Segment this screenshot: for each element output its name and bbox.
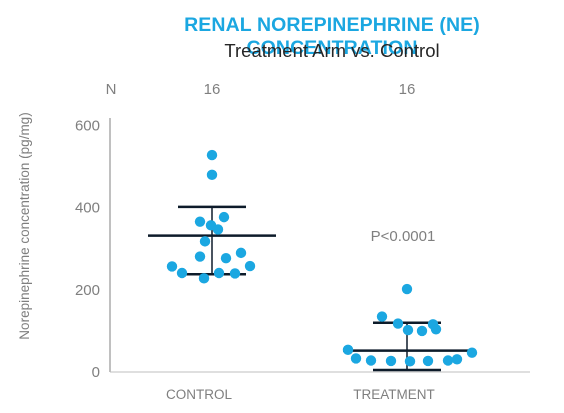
data-point-treatment [451,354,463,365]
data-point-control [199,236,211,247]
data-point-treatment [442,355,454,366]
p-value-annotation: P<0.0001 [371,228,436,245]
data-point-control [206,169,218,181]
n-label: N [106,81,117,98]
x-tick-label-control: CONTROL [166,387,232,402]
data-point-treatment [422,355,434,367]
data-point-treatment [342,344,354,356]
data-point-control [206,149,218,161]
data-point-control [194,216,206,227]
data-point-treatment [430,324,442,335]
data-point-treatment [416,325,428,337]
data-point-control [229,268,241,279]
data-point-control [213,267,225,279]
chart-marks [148,149,478,372]
data-point-treatment [365,355,377,366]
data-point-control [176,267,188,279]
n-value-treatment: 16 [399,81,416,98]
data-point-control [244,260,256,272]
y-axis-label: Norepinephrine concentration (pg/mg) [17,112,32,339]
y-tick-label: 600 [75,118,100,135]
y-tick-label: 400 [75,200,100,217]
data-point-control [235,247,247,259]
y-tick-label: 200 [75,282,100,299]
data-point-control [198,273,210,284]
data-point-treatment [404,356,416,367]
data-point-treatment [401,283,413,295]
data-point-control [218,211,230,223]
data-point-control [220,253,232,264]
data-point-treatment [376,311,388,322]
data-point-control [212,224,224,235]
x-tick-label-treatment: TREATMENT [353,387,435,402]
y-tick-label: 0 [92,364,100,381]
data-point-control [194,251,206,262]
chart-title: RENAL NOREPINEPHRINE (NE) CONCENTRATION [184,14,480,59]
chart-subtitle: Treatment Arm vs. Control [224,40,440,61]
data-point-treatment [350,353,362,364]
data-point-control [166,261,178,272]
n-value-control: 16 [204,81,221,98]
chart-labels: 0 200 400 600 Norepinephrine concentration (… [17,81,435,402]
data-point-treatment [385,355,397,367]
axes [109,118,530,373]
data-point-treatment [392,318,404,329]
data-point-treatment [402,324,414,336]
data-point-treatment [466,347,478,358]
